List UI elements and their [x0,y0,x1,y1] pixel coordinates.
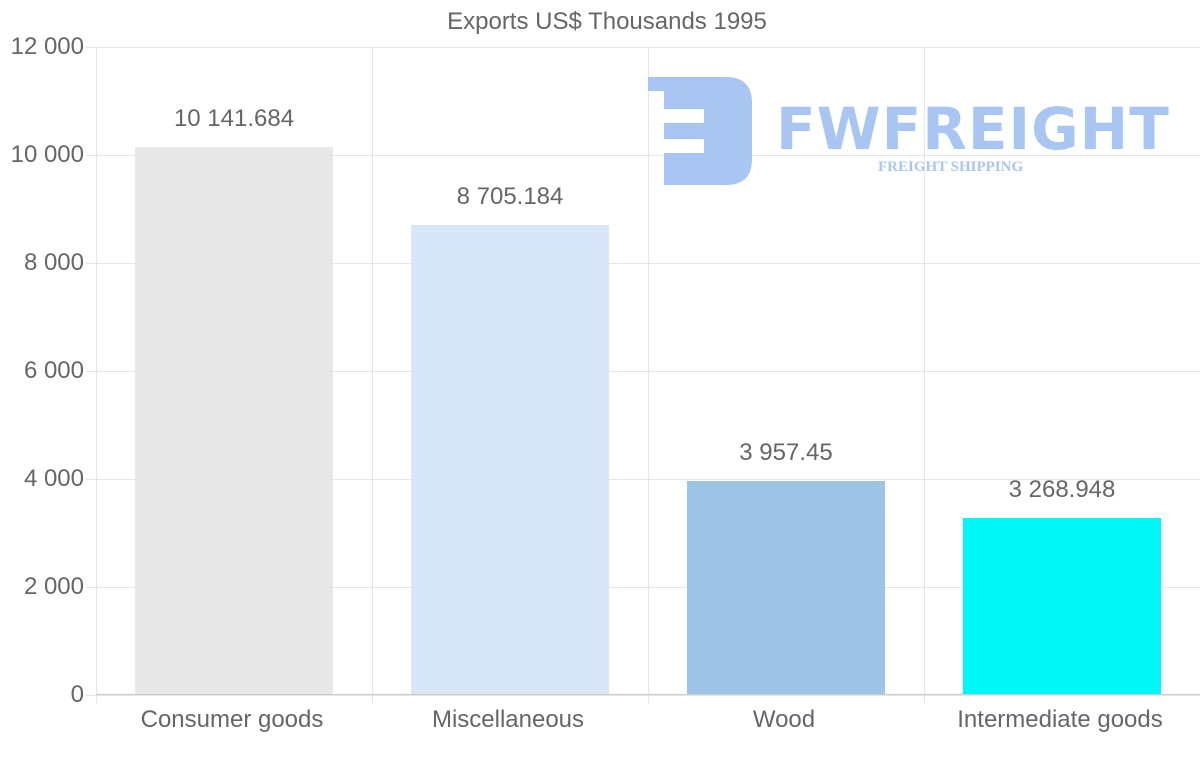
v-gridline [924,47,925,703]
v-gridline [96,47,97,703]
y-tick-label: 2 000 [23,573,84,600]
bar-value-label: 3 957.45 [739,439,833,467]
v-gridline [648,47,649,703]
h-gridline [86,587,1200,588]
x-tick-label: Wood [752,706,816,733]
x-tick-label: Intermediate goods [957,706,1163,733]
h-gridline [86,47,1200,48]
x-axis-line [96,694,1200,695]
bar-wood[interactable] [687,481,885,695]
chart-title: Exports US$ Thousands 1995 [447,8,767,35]
bar-value-label: 3 268.948 [1008,476,1116,504]
y-tick-label: 12 000 [10,33,84,60]
y-tick-label: 8 000 [23,249,84,276]
bar-intermediate-goods[interactable] [963,518,1161,695]
bar-value-label: 10 141.684 [173,105,295,133]
y-tick-label: 0 [70,681,84,708]
bar-consumer-goods[interactable] [135,147,333,695]
x-tick-label: Consumer goods [140,706,324,733]
h-gridline [86,479,1200,480]
watermark-tagline: FREIGHT SHIPPING [878,159,1024,175]
fw-logo-icon [648,77,752,185]
y-tick-label: 4 000 [23,465,84,492]
plot-area [86,47,1200,703]
h-gridline [86,155,1200,156]
x-tick-label: Miscellaneous [431,706,585,733]
h-gridline [86,263,1200,264]
y-tick-label: 10 000 [10,141,84,168]
bar-miscellaneous[interactable] [411,224,609,695]
bar-value-label: 8 705.184 [456,182,564,210]
y-tick-label: 6 000 [23,357,84,384]
v-gridline [372,47,373,703]
watermark-logo: FWFREIGHT FREIGHT SHIPPING [646,73,1169,188]
h-gridline [86,695,1200,696]
h-gridline [86,371,1200,372]
watermark-brand: FWFREIGHT [776,95,1170,163]
